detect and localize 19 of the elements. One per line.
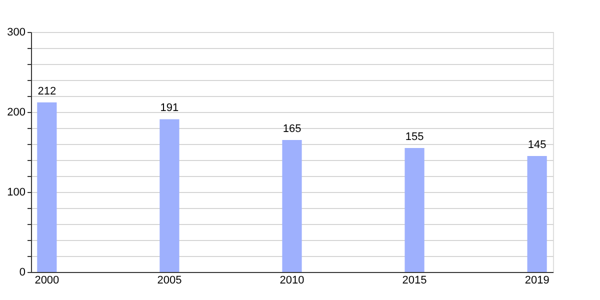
x-tick-label: 2000: [34, 274, 60, 286]
y-tick-label: 0: [19, 266, 26, 278]
bar: [160, 119, 180, 272]
bar: [404, 148, 424, 272]
data-label: 191: [160, 102, 179, 114]
x-tick-label: 2019: [524, 274, 550, 286]
bar: [527, 156, 547, 272]
bar: [37, 102, 57, 272]
data-label: 212: [38, 85, 56, 98]
x-tick-label: 2005: [157, 274, 182, 286]
data-label: 155: [405, 131, 424, 143]
data-label: 165: [282, 123, 302, 135]
x-tick-label: 2015: [402, 274, 427, 286]
data-label: 145: [528, 139, 546, 151]
x-tick-label: 2010: [280, 274, 304, 286]
bar: [282, 140, 302, 272]
y-tick-label: 200: [7, 106, 26, 118]
y-tick-label: 300: [7, 26, 26, 38]
y-tick-label: 100: [7, 186, 26, 198]
